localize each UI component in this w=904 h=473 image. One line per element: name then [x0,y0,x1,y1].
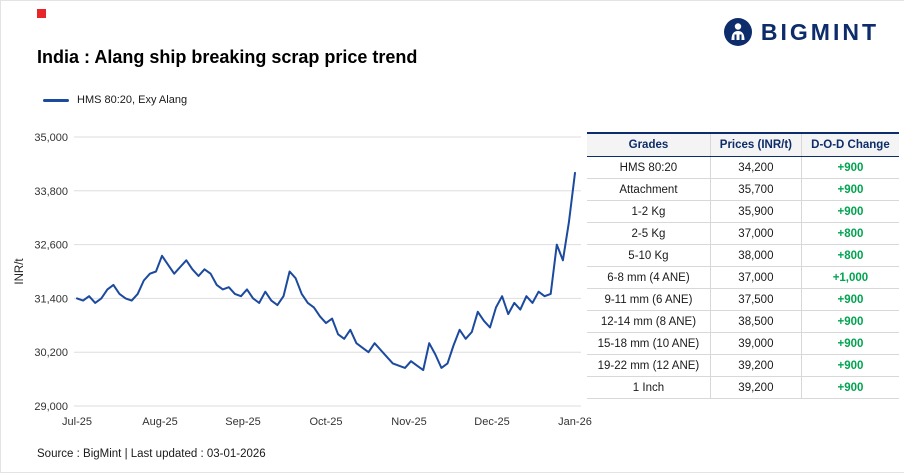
svg-text:Aug-25: Aug-25 [142,416,177,428]
price-cell: 35,900 [709,200,802,223]
svg-text:Jul-25: Jul-25 [62,416,92,428]
bigmint-logo: BIGMINT [723,17,879,47]
price-cell: 37,000 [709,266,802,289]
price-trend-chart: 29,000 30,200 31,400 32,600 33,800 35,000 Jul-… [9,119,594,434]
chart-legend: HMS 80:20, Exy Alang [43,94,187,106]
grade-cell: 15-18 mm (10 ANE) [587,332,711,355]
price-trend-chart-svg: 29,000 30,200 31,400 32,600 33,800 35,000 Jul-… [14,132,592,428]
table-row: 1-2 Kg 35,900 +900 [587,200,899,223]
change-cell: +900 [800,156,899,179]
change-cell: +900 [800,332,899,355]
price-cell: 35,700 [709,178,802,201]
accent-red-square [37,9,46,18]
svg-text:Dec-25: Dec-25 [474,416,509,428]
svg-text:Jan-26: Jan-26 [558,416,592,428]
svg-text:Nov-25: Nov-25 [391,416,426,428]
svg-text:33,800: 33,800 [34,186,68,198]
grades-table-body: HMS 80:20 34,200 +900 Attachment 35,700 +900 1… [587,156,899,399]
grade-cell: 5-10 Kg [587,244,711,267]
table-header-row: Grades Prices (INR/t) D-O-D Change [587,132,899,157]
change-cell: +900 [800,178,899,201]
grades-price-table: Grades Prices (INR/t) D-O-D Change HMS 8… [587,132,899,399]
page-title: India : Alang ship breaking scrap price … [37,47,418,67]
change-cell: +900 [800,288,899,311]
change-cell: +1,000 [800,266,899,289]
bigmint-logo-icon [723,18,752,46]
table-row: HMS 80:20 34,200 +900 [587,156,899,179]
price-cell: 39,000 [709,332,802,355]
change-cell: +800 [800,244,899,267]
price-cell: 34,200 [709,156,802,179]
legend-line-swatch [43,98,69,102]
table-row: 2-5 Kg 37,000 +800 [587,222,899,245]
source-footer: Source : BigMint | Last updated : 03-01-… [37,448,266,460]
table-row: 19-22 mm (12 ANE) 39,200 +900 [587,354,899,377]
grade-cell: 9-11 mm (6 ANE) [587,288,711,311]
table-row: 15-18 mm (10 ANE) 39,000 +900 [587,332,899,355]
grade-cell: 12-14 mm (8 ANE) [587,310,711,333]
header-dod-change: D-O-D Change [800,132,899,157]
svg-text:31,400: 31,400 [34,293,68,305]
grade-cell: Attachment [587,178,711,201]
grade-cell: 1 Inch [587,376,711,399]
svg-text:Oct-25: Oct-25 [309,416,342,428]
svg-text:Sep-25: Sep-25 [225,416,260,428]
price-cell: 39,200 [709,376,802,399]
price-cell: 37,000 [709,222,802,245]
bigmint-logo-text: BIGMINT [760,18,879,45]
header-prices: Prices (INR/t) [709,132,802,157]
svg-text:32,600: 32,600 [34,240,68,252]
table-row: 12-14 mm (8 ANE) 38,500 +900 [587,310,899,333]
table-row: 1 Inch 39,200 +900 [587,376,899,399]
change-cell: +900 [800,376,899,399]
change-cell: +900 [800,200,899,223]
table-row: 6-8 mm (4 ANE) 37,000 +1,000 [587,266,899,289]
svg-text:29,000: 29,000 [34,401,68,413]
table-row: 9-11 mm (6 ANE) 37,500 +900 [587,288,899,311]
grade-cell: 1-2 Kg [587,200,711,223]
legend-label: HMS 80:20, Exy Alang [77,94,188,106]
price-cell: 38,000 [709,244,802,267]
price-cell: 38,500 [709,310,802,333]
grade-cell: 6-8 mm (4 ANE) [587,266,711,289]
svg-text:INR/t: INR/t [14,258,26,285]
price-cell: 37,500 [709,288,802,311]
grade-cell: 19-22 mm (12 ANE) [587,354,711,377]
change-cell: +900 [800,354,899,377]
price-cell: 39,200 [709,354,802,377]
header-grades: Grades [587,132,711,157]
grade-cell: HMS 80:20 [587,156,711,179]
svg-text:30,200: 30,200 [34,347,68,359]
change-cell: +900 [800,310,899,333]
table-row: Attachment 35,700 +900 [587,178,899,201]
table-row: 5-10 Kg 38,000 +800 [587,244,899,267]
change-cell: +800 [800,222,899,245]
svg-text:35,000: 35,000 [34,132,68,144]
grade-cell: 2-5 Kg [587,222,711,245]
